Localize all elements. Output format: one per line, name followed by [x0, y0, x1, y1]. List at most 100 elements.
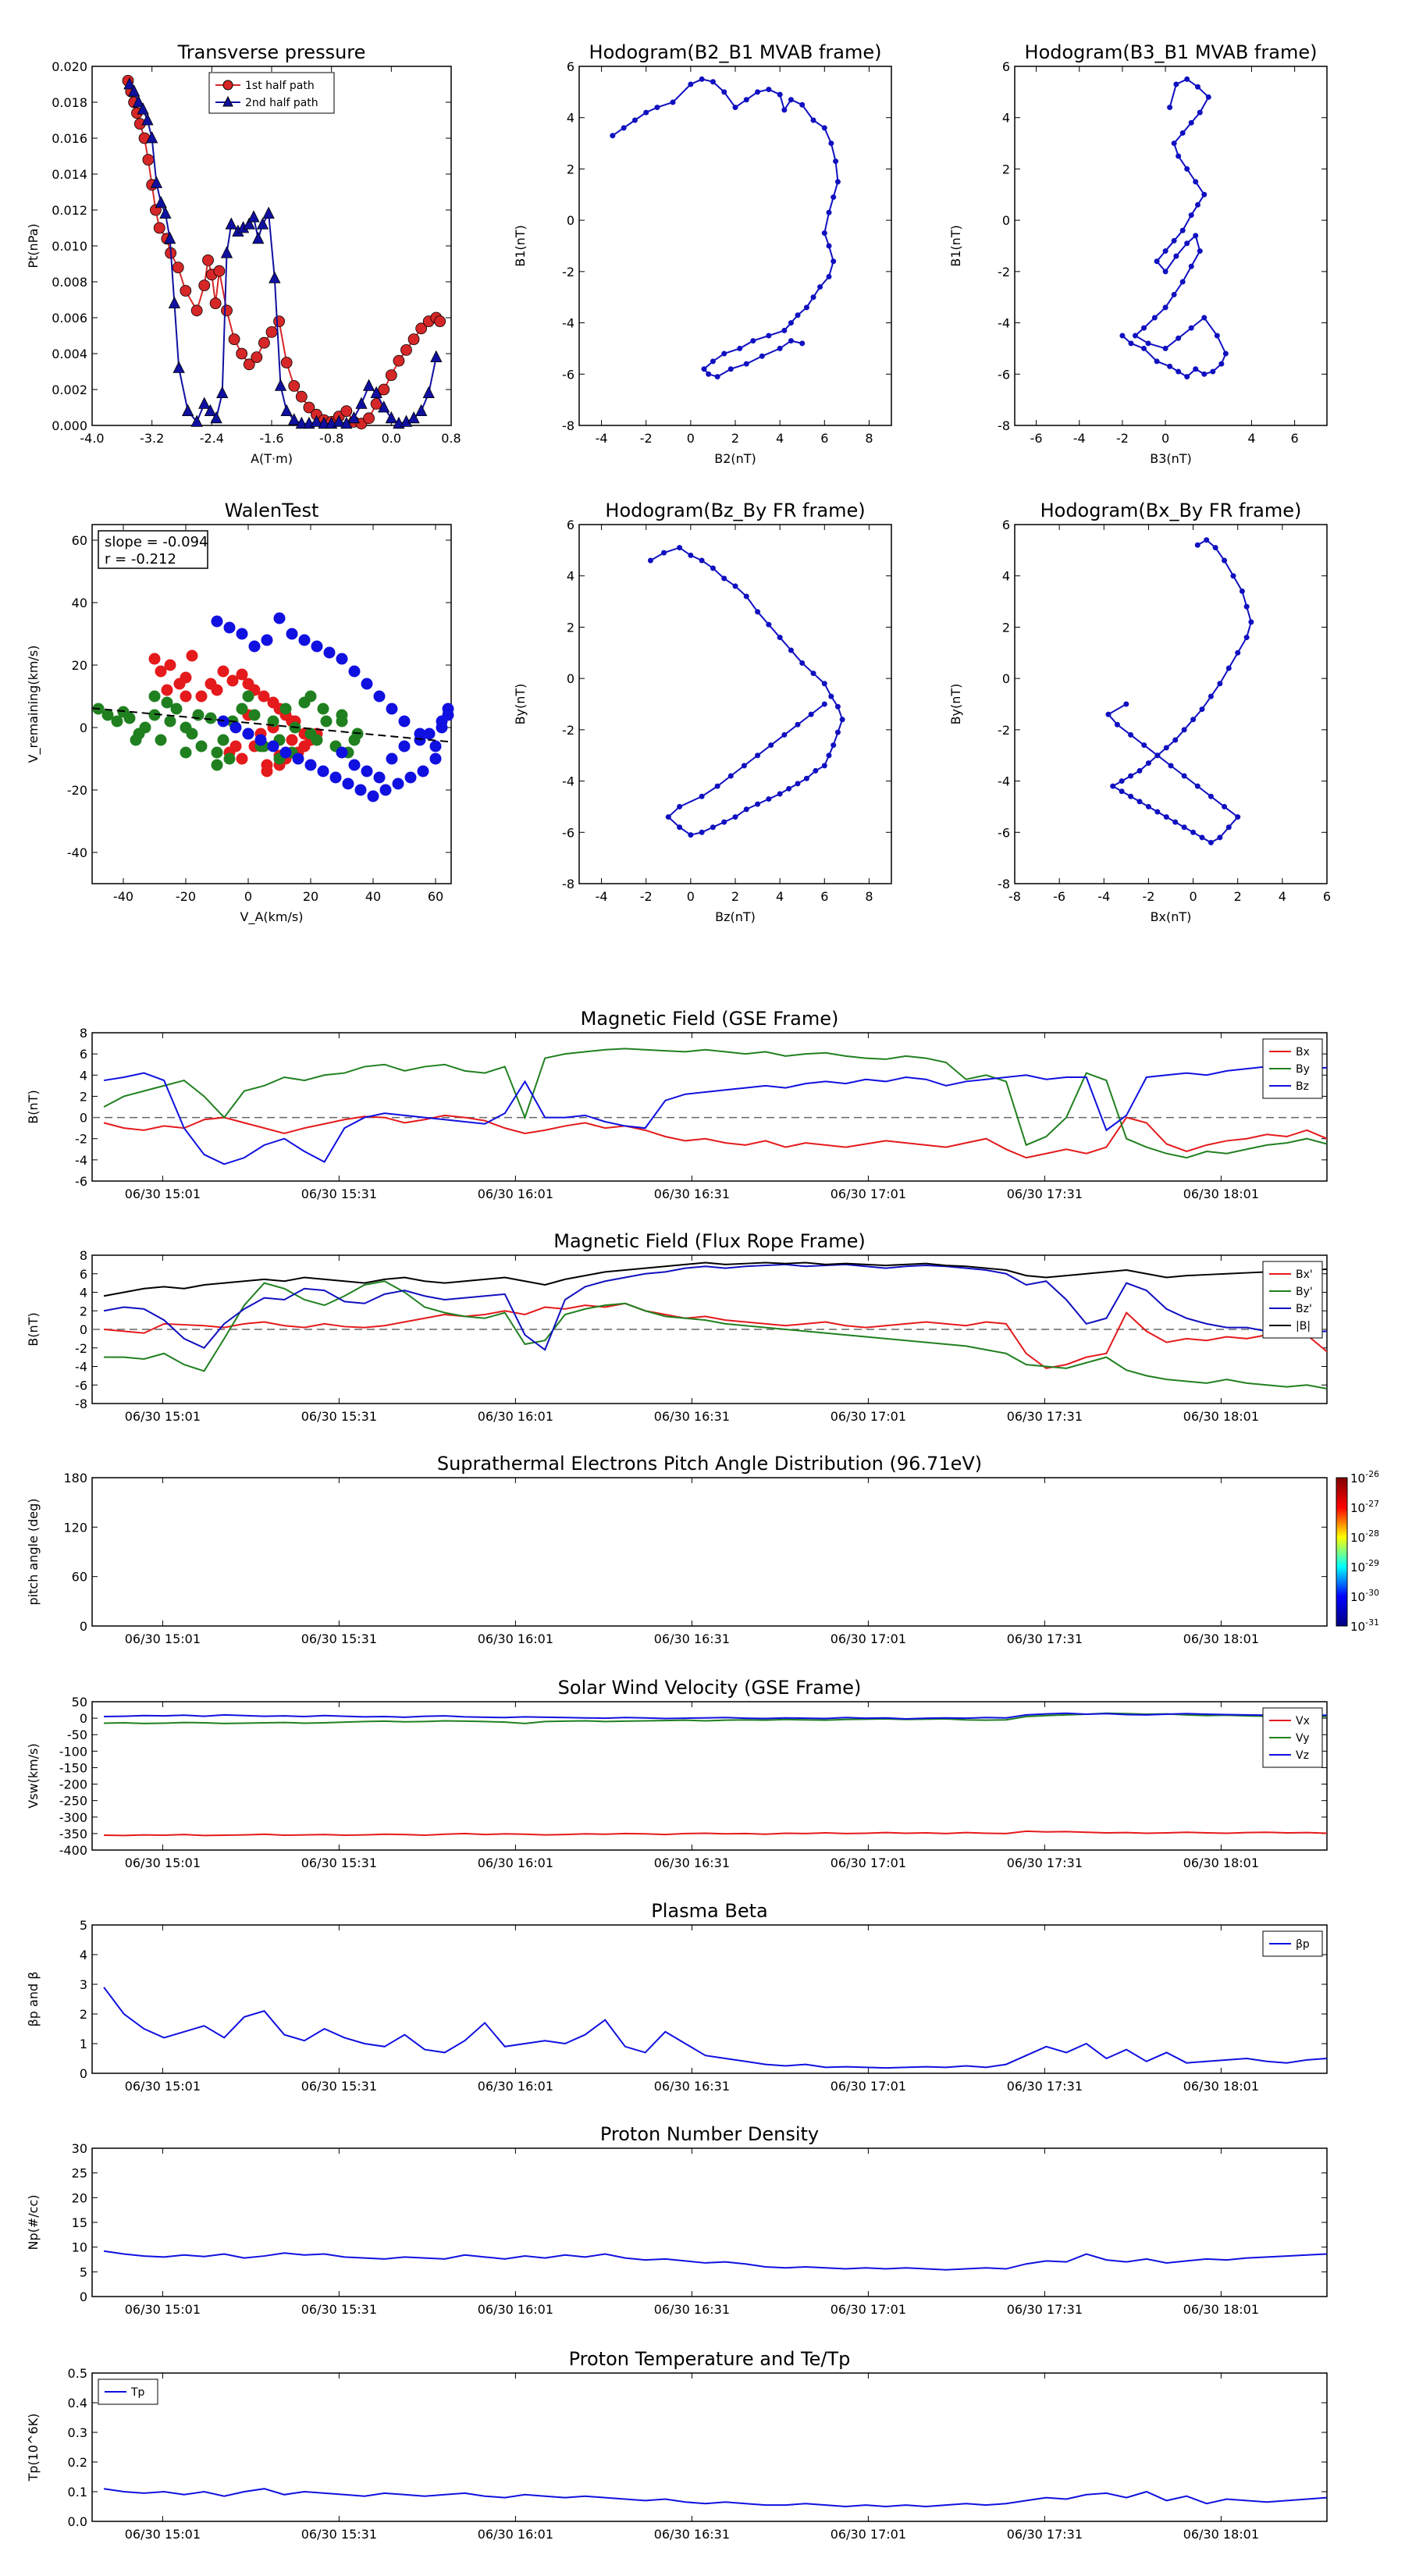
scatter-point [217, 734, 229, 746]
x-tick-label: -8 [1008, 889, 1021, 904]
series-line [103, 2488, 1328, 2508]
y-tick-label: 0 [80, 1322, 87, 1337]
data-point [732, 583, 738, 589]
y-tick-label: 30 [72, 2141, 87, 2156]
x-tick-label: 06/30 15:31 [301, 1856, 377, 1870]
data-point [1171, 237, 1177, 244]
y-tick-label: 25 [72, 2166, 87, 2181]
data-point [743, 593, 749, 600]
x-tick-label: 2 [731, 889, 739, 904]
x-tick-label: -0.8 [319, 431, 343, 446]
x-tick-label: 06/30 17:31 [1007, 2079, 1083, 2094]
data-marker [220, 246, 233, 258]
data-point [661, 550, 667, 556]
x-tick-label: -4.0 [80, 431, 104, 446]
y-tick-label: 0 [567, 671, 574, 686]
y-tick-label: -8 [562, 877, 574, 891]
data-point [831, 258, 837, 265]
y-tick-label: 1 [80, 2037, 87, 2051]
series-line [104, 1830, 1328, 1837]
data-point [743, 97, 749, 103]
data-point [1163, 745, 1169, 751]
y-tick-label: 2 [567, 620, 574, 635]
y-tick-label: 0 [80, 1619, 87, 1634]
data-point [1119, 333, 1126, 339]
data-point [766, 621, 772, 628]
data-point [1208, 693, 1214, 699]
data-marker [378, 383, 390, 396]
data-marker [236, 347, 248, 360]
data-point [670, 99, 676, 105]
chart-title: Transverse pressure [177, 41, 366, 63]
legend-label: 2nd half path [245, 97, 318, 109]
x-tick-label: -2.4 [200, 431, 224, 446]
data-point [1239, 588, 1245, 594]
scatter-point [180, 690, 192, 703]
scatter-point [429, 753, 442, 765]
scatter-point [155, 734, 167, 746]
data-point [817, 284, 823, 290]
colorbar-tick-label: 10-29 [1350, 1558, 1379, 1574]
data-point [786, 785, 792, 792]
scatter-point [236, 628, 248, 640]
scatter-point [379, 784, 392, 796]
data-marker [210, 411, 222, 424]
data-point [810, 294, 816, 301]
scatter-point [373, 690, 386, 703]
y-tick-label: 2 [1002, 162, 1010, 176]
data-marker [407, 411, 420, 424]
chart-title: Hodogram(B2_B1 MVAB frame) [589, 41, 882, 63]
x-tick-label: 06/30 17:01 [831, 2302, 906, 2317]
x-tick-label: 06/30 15:01 [125, 2079, 201, 2094]
scatter-point [286, 734, 298, 746]
data-marker [159, 206, 172, 219]
y-tick-label: 2 [80, 1304, 87, 1318]
data-point [788, 338, 794, 344]
hodogram-bz-by-panel: Hodogram(Bz_By FR frame) -4 -2 0 2 4 6 8 -8 -6 -4 -… [513, 500, 892, 924]
legend-label: Vx [1296, 1715, 1310, 1727]
scatter-point [361, 765, 373, 777]
data-point [1184, 374, 1190, 380]
scatter-point [317, 703, 329, 715]
x-tick-label: 0 [687, 431, 695, 446]
data-marker [168, 296, 181, 309]
data-point [1181, 727, 1187, 733]
scatter-point [205, 712, 217, 724]
data-point [766, 333, 772, 339]
plot-frame [91, 1924, 1328, 2074]
data-point [721, 350, 727, 357]
scatter-point [148, 653, 161, 665]
x-tick-label: 06/30 15:31 [301, 1631, 377, 1646]
y-tick-label: -4 [562, 774, 574, 789]
y-tick-label: -8 [998, 418, 1010, 433]
data-marker [258, 336, 270, 349]
scatter-point [392, 777, 404, 790]
x-tick-label: 06/30 18:01 [1183, 2302, 1259, 2317]
y-tick-label: 8 [80, 1026, 87, 1041]
y-tick-label: -6 [75, 1174, 87, 1189]
scatter-point [148, 690, 161, 703]
data-point [821, 125, 827, 131]
y-tick-label: 180 [63, 1471, 87, 1485]
x-tick-label: -4 [596, 431, 608, 446]
data-marker [251, 351, 263, 364]
scatter-point [329, 771, 342, 784]
data-point [777, 635, 783, 641]
x-tick-label: 6 [820, 431, 828, 446]
y-tick-label: -8 [562, 418, 574, 433]
colorbar-tick-base: 10 [1350, 1560, 1365, 1574]
y-tick-label: -4 [75, 1360, 87, 1375]
x-tick-label: 06/30 16:01 [478, 1409, 553, 1424]
legend-label: Bz [1296, 1080, 1309, 1093]
data-point [1188, 263, 1194, 269]
colorbar-tick-label: 10-27 [1350, 1499, 1379, 1515]
scatter-point [261, 634, 273, 646]
scatter-point [398, 740, 411, 753]
data-point [710, 358, 716, 365]
scatter-point [367, 790, 379, 802]
data-point [781, 107, 788, 113]
data-marker [385, 369, 397, 382]
y-tick-label: -350 [59, 1827, 87, 1841]
data-marker [430, 350, 443, 363]
y-tick-label: 4 [80, 1948, 87, 1962]
